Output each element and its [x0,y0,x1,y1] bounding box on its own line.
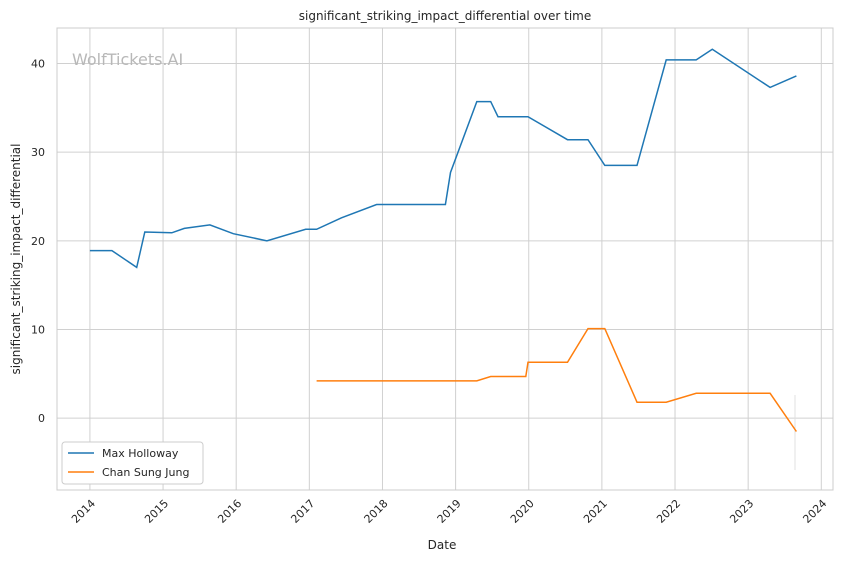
x-tick-label: 2022 [654,497,683,526]
y-axis-label: significant_striking_impact_differential [9,144,23,375]
legend-box [61,441,204,485]
x-tick-label: 2024 [800,497,829,526]
series-lines [89,48,798,432]
watermark: WolfTickets.AI [72,50,183,69]
x-tick-label: 2017 [288,497,317,526]
x-axis-label: Date [428,538,457,552]
x-tick-label: 2015 [142,497,171,526]
grid [57,28,833,490]
y-tick-label: 10 [31,323,45,336]
y-tick-label: 40 [31,57,45,70]
series-line-chan-sung-jung [316,327,798,432]
plot-frame [56,27,834,491]
x-tick-label: 2020 [508,497,537,526]
x-tick-label: 2021 [581,497,610,526]
series-line-max-holloway [89,48,797,269]
x-tick-label: 2023 [727,497,756,526]
x-tick-label: 2014 [69,497,98,526]
chart-title: significant_striking_impact_differential… [299,9,591,23]
x-tick-label: 2016 [215,497,244,526]
legend-label-max-holloway: Max Holloway [102,447,179,460]
y-tick-label: 20 [31,235,45,248]
x-tick-label: 2019 [435,497,464,526]
x-tick-label: 2018 [362,497,391,526]
y-tick-label: 30 [31,146,45,159]
legend: Max Holloway Chan Sung Jung [61,441,204,485]
legend-label-chan-sung-jung: Chan Sung Jung [102,466,189,479]
y-tick-label: 0 [38,412,45,425]
